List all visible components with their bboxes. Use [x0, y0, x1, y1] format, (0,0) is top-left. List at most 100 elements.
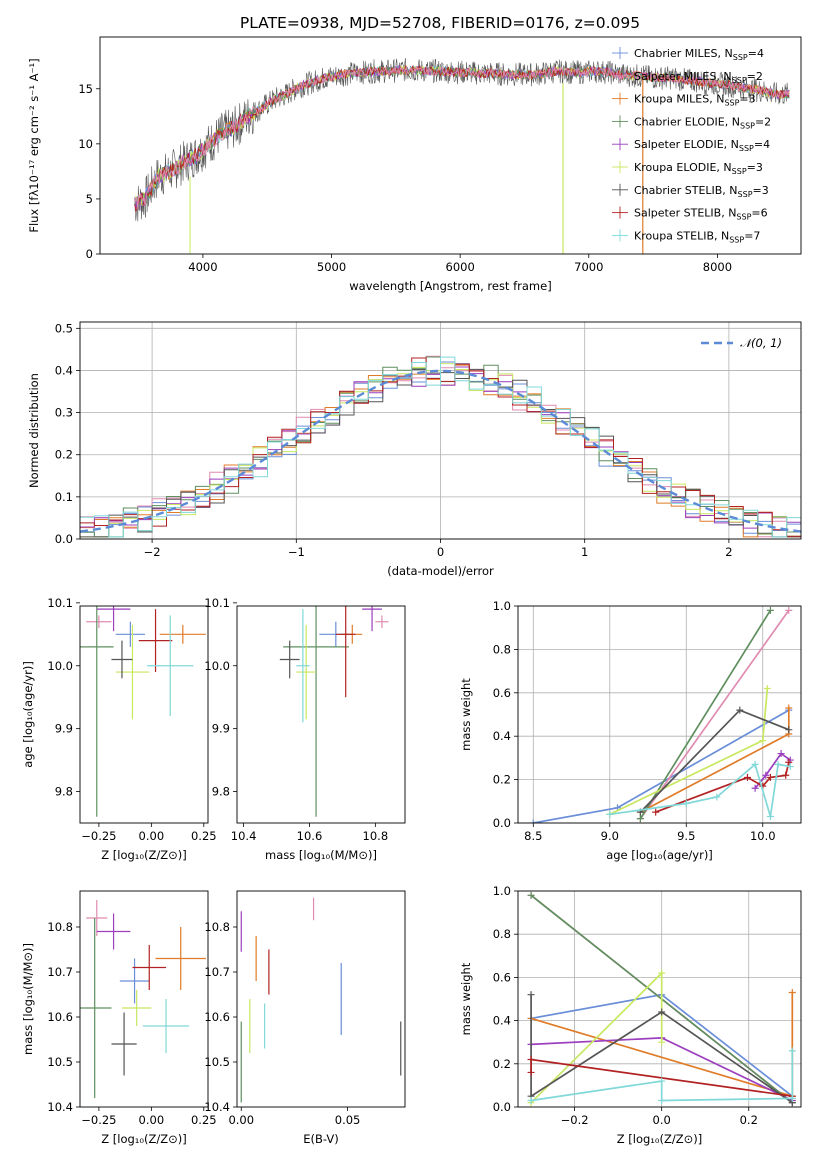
- error-point: [132, 945, 167, 990]
- x-axis-label: E(B-V): [303, 1132, 338, 1146]
- weight-marker: [774, 760, 782, 768]
- error-point: [362, 606, 382, 632]
- weight-series: [530, 994, 793, 1104]
- y-tick-label: 10.6: [47, 1010, 73, 1024]
- weight-marker: [658, 1038, 666, 1046]
- error-point: [96, 913, 131, 950]
- spectrum-axes: 4000 5000 6000 7000 8000 0 5 10 15 wavelength [An…: [27, 36, 802, 293]
- weight-marker: [636, 815, 644, 823]
- legend-label-sub: SSP: [740, 121, 755, 130]
- y-tick-label: 0.0: [493, 816, 511, 830]
- weight-marker: [652, 808, 660, 816]
- y-tick-label: 1.0: [493, 599, 511, 613]
- legend-label: Kroupa MILES, NSSP=3: [634, 93, 756, 108]
- y-tick-label: 0.0: [55, 532, 73, 546]
- x-tick-label: 0.05: [335, 1113, 361, 1127]
- residuals-axes: −2 −1 0 1 2 0.0 0.1 0.2 0.3 0.4 0.5 (data-model)/er…: [27, 321, 802, 578]
- error-point: [375, 615, 389, 629]
- weight-marker: [785, 606, 793, 614]
- y-tick-label: 0.2: [493, 1057, 511, 1071]
- massweight-vs-age-axes: 8.5 9.0 9.5 10.0 0.0 0.2 0.4 0.6 0.8 1.0 age [log₁…: [459, 599, 802, 862]
- axes-frame: [517, 605, 802, 824]
- legend-label-sub: SSP: [739, 144, 754, 153]
- x-tick-label: 8.5: [524, 829, 542, 843]
- error-point: [111, 1012, 137, 1076]
- weight-marker: [766, 606, 774, 614]
- x-tick-label: 0.25: [191, 1113, 217, 1127]
- y-tick-label: 0: [86, 247, 93, 261]
- y-tick-label: 0.5: [55, 321, 73, 335]
- error-point: [138, 609, 173, 673]
- x-axis-label: (data-model)/error: [387, 564, 494, 578]
- error-point: [80, 918, 112, 1098]
- axes-frame: [99, 36, 802, 255]
- legend-label-text: Chabrier STELIB, N: [634, 184, 738, 197]
- figure-title: PLATE=0938, MJD=52708, FIBERID=0176, z=0…: [240, 14, 640, 32]
- legend-label-sub: SSP: [724, 99, 739, 108]
- weight-marker: [713, 793, 721, 801]
- legend-label-sub: SSP: [732, 76, 747, 85]
- error-point: [279, 640, 300, 679]
- legend-label: Chabrier ELODIE, NSSP=2: [634, 115, 771, 130]
- x-tick-label: 7000: [574, 260, 603, 274]
- x-tick-label: 0.25: [191, 829, 217, 843]
- x-tick-label: 10.6: [297, 829, 323, 843]
- x-tick-label: 0.0: [653, 1113, 671, 1127]
- legend: 𝒩(0, 1): [701, 336, 782, 350]
- y-tick-label: 10.8: [204, 920, 230, 934]
- error-point: [142, 999, 190, 1053]
- legend-label-text: Kroupa ELODIE, N: [634, 161, 732, 174]
- y-tick-label: 0.2: [55, 448, 73, 462]
- y-tick-label: 10.5: [47, 1055, 73, 1069]
- legend-label-n: =6: [751, 207, 767, 220]
- x-axis-label: wavelength [Angstrom, rest frame]: [349, 279, 551, 293]
- weight-marker: [788, 1094, 796, 1102]
- x-tick-label: −0.2: [561, 1113, 589, 1127]
- weight-marker: [785, 726, 793, 734]
- y-tick-label: 10.7: [204, 965, 230, 979]
- legend-label-sub: SSP: [738, 190, 753, 199]
- weight-series: [639, 609, 772, 820]
- legend-label: Salpeter MILES, NSSP=2: [634, 70, 763, 85]
- x-tick-label: 2: [725, 545, 732, 559]
- x-tick-label: 8000: [703, 260, 732, 274]
- y-tick-label: 5: [86, 192, 93, 206]
- legend-label-text: Salpeter ELODIE, N: [634, 138, 739, 151]
- x-axis-label: age [log₁₀(age/yr)]: [606, 848, 713, 862]
- axes-frame: [236, 605, 406, 824]
- x-tick-label: 10.0: [750, 829, 776, 843]
- weight-marker: [658, 1097, 666, 1105]
- x-axis-label: Z [log₁₀(Z/Z⊙)]: [617, 1132, 703, 1146]
- y-tick-label: 0.4: [55, 363, 73, 377]
- legend-label-text: Kroupa STELIB, N: [634, 229, 729, 242]
- spectrum-marks: [134, 58, 790, 254]
- legend-label-n: =4: [754, 138, 770, 151]
- legend-label-text: Chabrier ELODIE, N: [634, 115, 740, 128]
- weight-marker: [766, 773, 774, 781]
- weight-marker: [788, 1047, 796, 1055]
- x-tick-label: 0.00: [139, 1113, 165, 1127]
- y-tick-label: 10.4: [47, 1100, 73, 1114]
- x-tick-label: 0: [437, 545, 444, 559]
- weight-marker: [658, 1008, 666, 1016]
- legend-label-text: Salpeter MILES, N: [634, 70, 732, 83]
- mass-vs-z-marks: [80, 900, 206, 1098]
- weight-marker: [786, 763, 794, 771]
- y-tick-label: 10.0: [204, 659, 230, 673]
- legend-label-sub: SSP: [733, 53, 748, 62]
- weight-series: [639, 609, 790, 820]
- y-tick-label: 0.4: [493, 729, 511, 743]
- massweight-vs-z-marks: [527, 891, 796, 1107]
- weight-series: [609, 762, 791, 817]
- y-tick-label: 0.6: [493, 970, 511, 984]
- error-point: [147, 615, 194, 717]
- weight-marker: [743, 773, 751, 781]
- x-tick-label: 5000: [317, 260, 346, 274]
- x-tick-label: −0.25: [81, 829, 116, 843]
- age-vs-mass-axes: 10.4 10.6 10.8 9.8 9.9 10.0 10.1 mass [log₁₀(M/…: [204, 596, 406, 862]
- x-axis-label: Z [log₁₀(Z/Z⊙)]: [101, 848, 187, 862]
- legend-label-sub: SSP: [732, 167, 747, 176]
- weight-marker: [529, 819, 537, 823]
- x-tick-label: 1: [581, 545, 588, 559]
